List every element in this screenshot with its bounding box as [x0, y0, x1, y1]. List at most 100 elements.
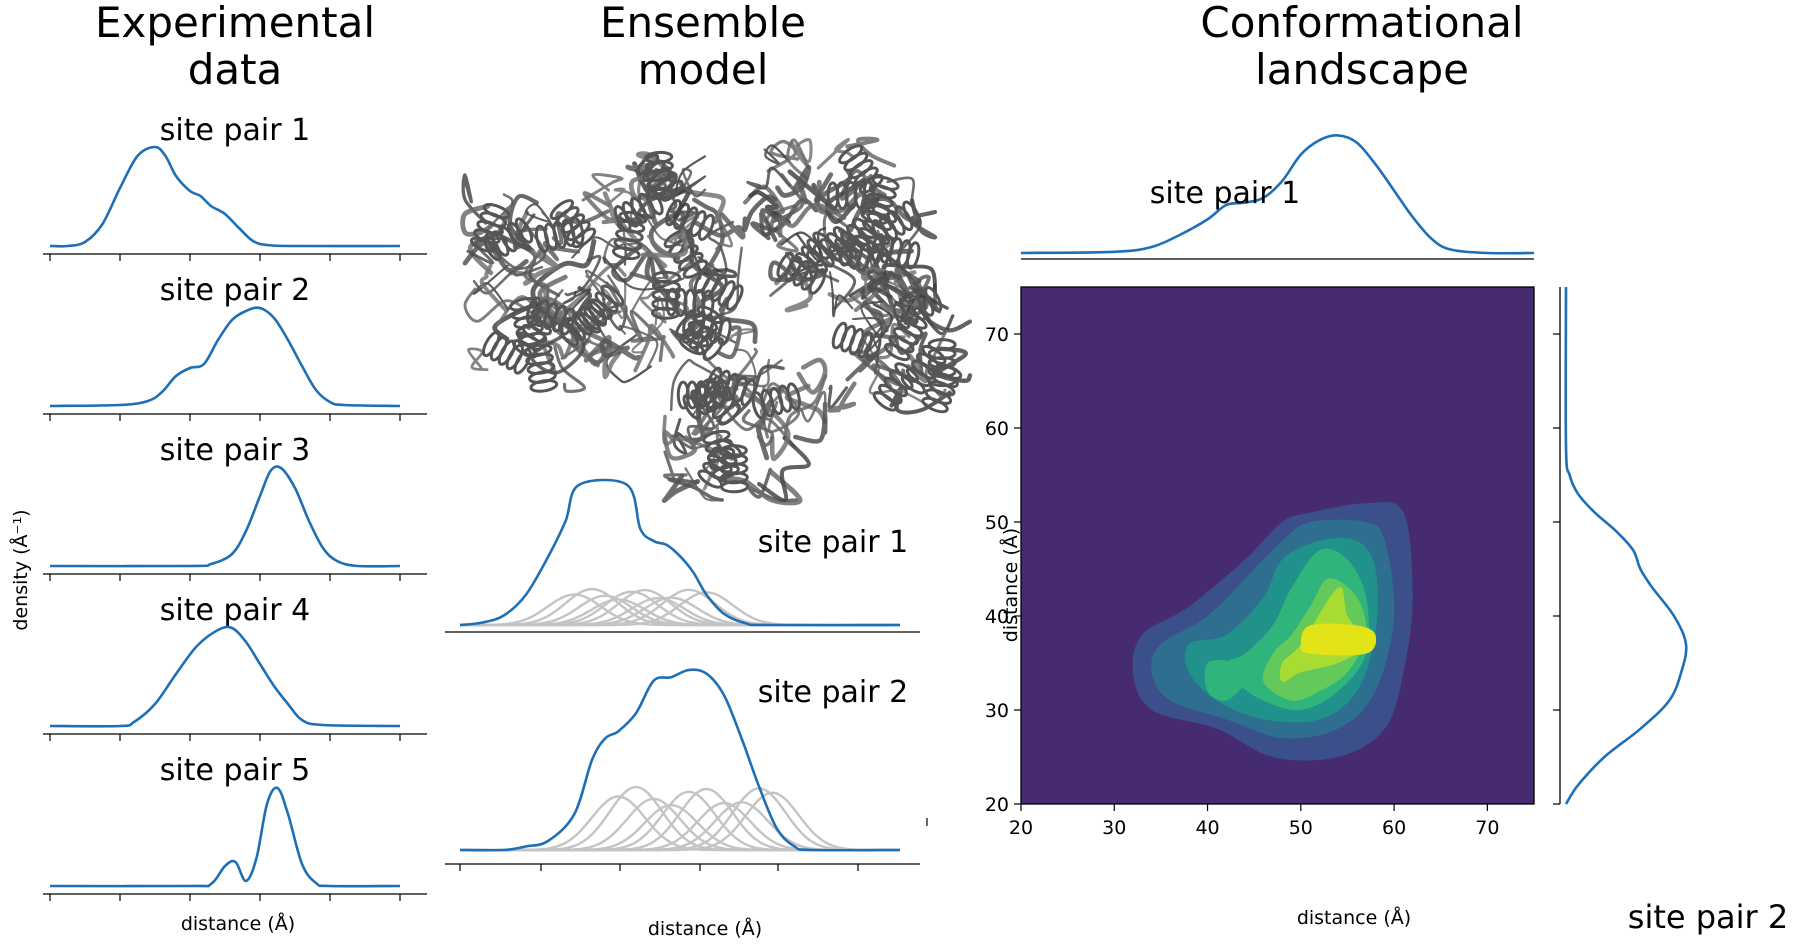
protein-helix — [872, 362, 919, 412]
top-marginal-line — [1020, 134, 1535, 255]
protein-strand — [742, 194, 778, 232]
helix-turn — [808, 268, 827, 295]
x-tick-label: 60 — [1382, 817, 1406, 839]
protein-strand — [670, 402, 716, 450]
ensemble-panel-1: site pair 1 — [445, 478, 920, 633]
protein-strand — [680, 167, 707, 198]
protein-helix — [826, 180, 876, 211]
protein-helix — [751, 382, 802, 420]
helix-turn — [650, 306, 680, 320]
protein-strand — [639, 290, 667, 324]
helix-turn — [482, 203, 511, 220]
middle-column-title-line1: Ensemble — [600, 0, 806, 47]
right-marginal-label: site pair 2 — [1628, 898, 1788, 936]
conformational-landscape: 20 30 40 50 60 70 20 30 40 50 60 70 — [985, 134, 1688, 839]
experimental-panel-5: site pair 5 — [43, 753, 427, 901]
protein-strand — [472, 265, 544, 295]
x-tick-label: 30 — [1102, 817, 1126, 839]
protein-strand — [879, 299, 922, 315]
protein-strand — [599, 338, 641, 361]
protein-strand — [631, 295, 665, 354]
ensemble-x-axis-label: distance (Å) — [648, 917, 762, 940]
x-tick-label: 20 — [1009, 817, 1033, 839]
right-column-title-line2: landscape — [1255, 45, 1469, 94]
protein-strand — [602, 256, 685, 291]
helix-turn — [571, 227, 597, 249]
helix-turn — [517, 331, 547, 347]
component-curve — [459, 790, 900, 852]
protein-strand — [602, 344, 625, 380]
protein-strand — [743, 392, 791, 462]
helix-turn — [883, 342, 911, 362]
helix-turn — [872, 390, 898, 412]
protein-strand — [479, 264, 509, 313]
protein-helix — [525, 296, 576, 336]
helix-turn — [676, 380, 690, 410]
protein-helix — [718, 444, 750, 494]
protein-helix — [776, 251, 827, 295]
helix-turn — [826, 181, 840, 211]
protein-strand — [700, 268, 738, 279]
protein-strand — [748, 190, 792, 225]
helix-turn — [697, 213, 715, 241]
protein-strand — [860, 274, 893, 300]
component-curve — [459, 795, 900, 852]
right-column-title-line1: Conformational — [1200, 0, 1523, 47]
y-tick-label: 50 — [985, 512, 1009, 534]
protein-strand — [793, 401, 828, 444]
protein-strand — [796, 357, 828, 395]
helix-turn — [892, 302, 911, 330]
helix-turn — [717, 317, 732, 346]
contour-level-7 — [1300, 623, 1377, 656]
helix-turn — [557, 322, 579, 347]
protein-strand — [684, 467, 724, 502]
protein-helix — [921, 363, 963, 414]
protein-strand — [757, 435, 811, 503]
protein-strand — [742, 184, 785, 236]
x-tick-label: 50 — [1289, 817, 1313, 839]
protein-strand — [828, 271, 854, 318]
protein-strand — [672, 417, 688, 455]
x-tick-label: 70 — [1475, 817, 1499, 839]
helix-turn — [921, 396, 949, 414]
helix-turn — [613, 205, 632, 232]
protein-helix — [577, 284, 625, 334]
helix-turn — [840, 324, 857, 353]
left-column-title-line1: Experimental — [95, 0, 375, 47]
helix-turn — [682, 259, 709, 279]
protein-strand — [762, 382, 801, 434]
helix-turn — [865, 334, 882, 362]
ensemble-panel-title: site pair 2 — [758, 675, 908, 710]
protein-strand — [523, 251, 568, 329]
helix-turn — [646, 186, 676, 200]
experimental-density-line — [49, 306, 401, 408]
helix-turn — [529, 379, 559, 393]
top-marginal-label: site pair 1 — [1150, 176, 1300, 211]
protein-strand — [501, 193, 539, 252]
protein-strand — [661, 473, 701, 503]
protein-helix — [852, 204, 898, 254]
protein-helix — [831, 321, 882, 362]
protein-helix — [692, 377, 741, 426]
experimental-panel-3: site pair 3 — [43, 433, 427, 581]
protein-helix — [613, 188, 664, 232]
helix-turn — [577, 312, 602, 334]
helix-turn — [483, 234, 502, 262]
protein-helix — [892, 286, 943, 330]
helix-turn — [701, 289, 715, 319]
protein-strand — [565, 334, 612, 365]
ensemble-density-line — [459, 668, 901, 852]
component-curve — [460, 598, 901, 627]
helix-turn — [560, 307, 576, 336]
helix-turn — [718, 402, 741, 426]
protein-strand — [611, 243, 657, 283]
helix-turn — [702, 337, 724, 362]
protein-strand — [461, 173, 488, 225]
protein-strand — [602, 191, 668, 269]
protein-strand — [827, 381, 857, 413]
y-tick-label: 20 — [985, 794, 1009, 816]
helix-turn — [905, 241, 921, 270]
protein-strand — [633, 323, 676, 373]
protein-strand — [816, 137, 856, 170]
